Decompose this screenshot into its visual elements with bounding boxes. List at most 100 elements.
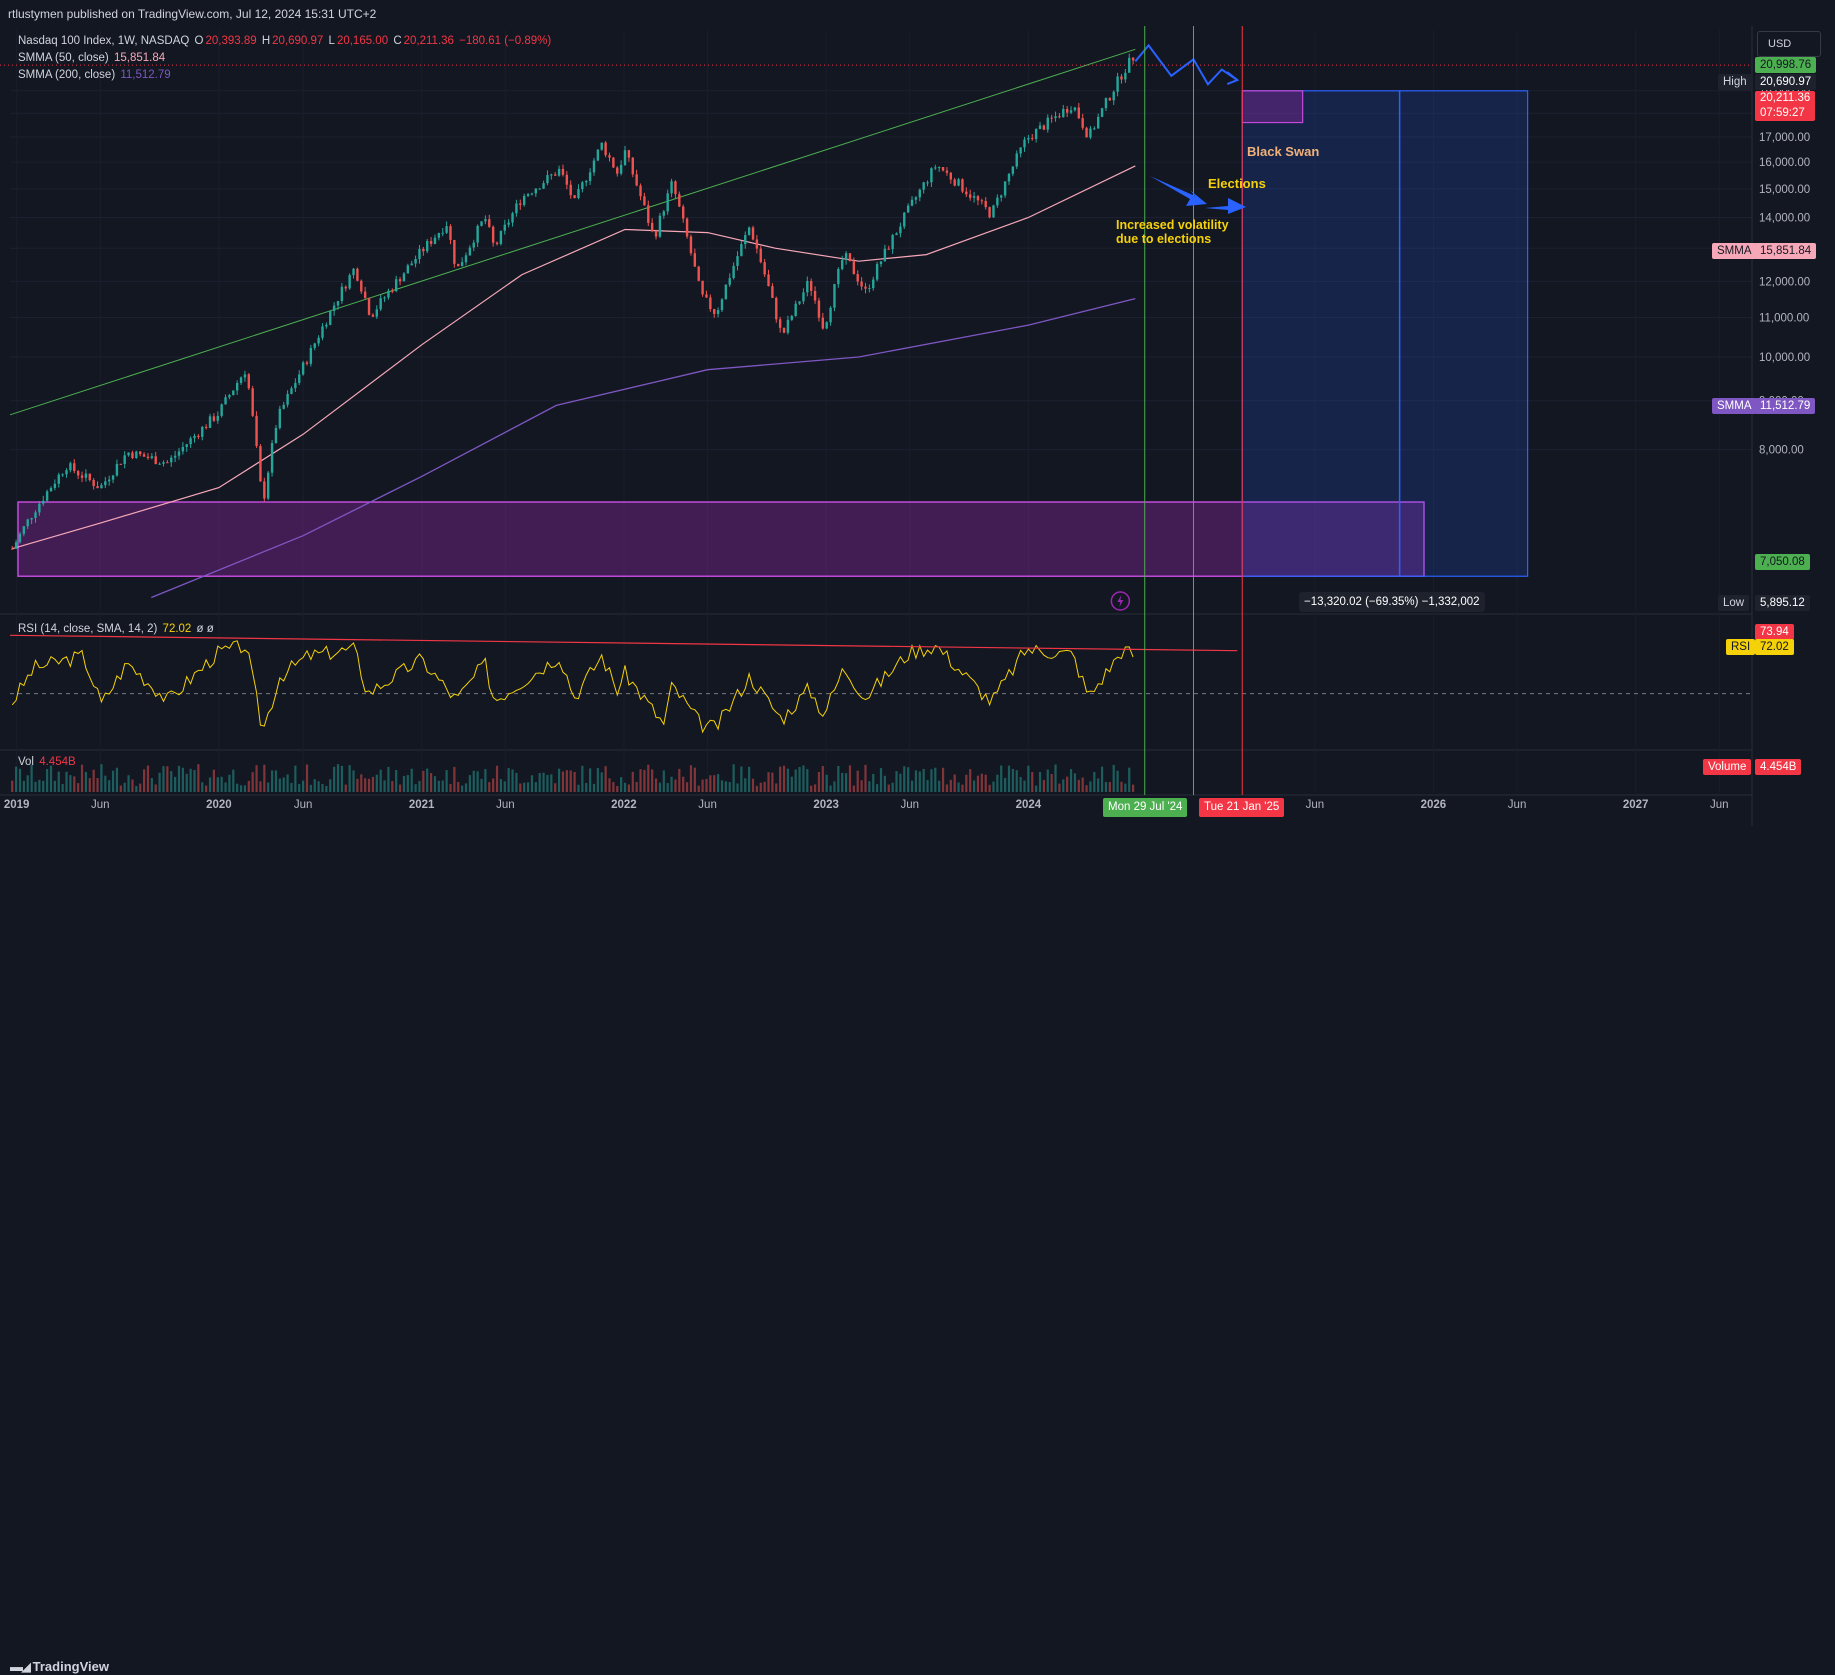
rsi-level-badge: 73.94 [1755,624,1794,640]
candle-body [724,284,728,300]
volume-bar [247,780,250,792]
candle-body [503,224,506,231]
candle-body [976,196,980,201]
candle-body [751,227,755,240]
volume-bar [534,782,537,792]
tradingview-logo: ▬◢ TradingView [10,1659,109,1675]
tradingview-logo-icon: ▬◢ [10,1659,31,1674]
candle-body [515,203,518,214]
candle-body [623,150,627,165]
rsi-legend[interactable]: RSI (14, close, SMA, 14, 2) 72.02 ø ø [18,623,216,635]
volume-bar [996,774,999,792]
volume-bar [1046,769,1049,792]
candle-body [80,475,84,478]
candle-body [806,280,809,293]
ohlc-l-value: 20,165.00 [336,35,389,47]
volume-bar [1035,785,1038,792]
volume-bar [333,766,336,792]
currency-button[interactable]: USD [1757,31,1821,57]
candle-body [177,451,181,456]
volume-legend[interactable]: Vol 4.454B [18,756,78,768]
volume-bar [429,773,433,792]
symbol-name[interactable]: Nasdaq 100 Index, 1W, NASDAQ [18,35,190,47]
x-tick-label: Jun [1710,799,1729,811]
volume-bar [1011,768,1014,792]
volume-bar [174,776,177,792]
candle-body [11,548,14,550]
volume-bar [569,770,572,792]
candle-body [798,301,801,304]
volume-bar [674,779,677,792]
volume-bar [918,771,921,792]
smma200-price: 11,512.79 [1755,398,1816,414]
forecast-path [1134,43,1240,86]
volume-bar [654,778,658,792]
candle-body [433,237,437,244]
candle-body [1000,195,1003,198]
candle-body [119,463,123,465]
smma50-legend[interactable]: SMMA (50, close) 15,851.84 [18,52,167,64]
candle-body [1046,117,1049,130]
chart-canvas[interactable]: 60.0040.00 19,000.0018,000.0017,000.0016… [0,0,1835,857]
candle-body [45,491,49,501]
volume-bar [14,766,18,792]
volume-bar [1058,783,1061,792]
volume-bar [573,771,576,792]
volume-bar [678,768,681,792]
candle-body [1019,147,1022,154]
y-tick-label: 8,000.00 [1759,445,1804,457]
candle-body [76,471,80,476]
rsi-value: 72.02 [162,623,192,635]
price-change: −180.61 (−0.89%) [459,35,552,47]
volume-bar [841,772,844,792]
y-tick-label: 15,000.00 [1759,184,1810,196]
volume-bar [709,775,712,792]
volume-bar [495,765,499,792]
volume-bar [844,773,848,792]
volume-bar [379,769,382,792]
volume-bar [1120,781,1123,792]
candle-body [449,226,452,240]
black-swan-label: Black Swan [1247,144,1319,159]
volume-bar [309,784,312,792]
candle-body [926,182,929,184]
candle-body [879,261,883,265]
volume-pane [11,764,1135,792]
volume-bar [336,764,340,792]
volume-bar [965,774,968,792]
trendline [9,48,1136,416]
volume-bar [391,781,394,792]
volume-bar [185,773,188,792]
candle-body [825,322,828,329]
candle-body [534,188,538,194]
volume-bar [647,764,650,792]
candle-body [317,337,320,344]
candle-body [166,462,169,464]
candle-body [713,309,716,314]
candle-body [197,435,200,437]
volume-bar [305,764,309,792]
candle-body [654,231,658,237]
volume-bar [872,773,875,792]
volume-bar [519,783,522,792]
candle-body [150,456,154,459]
rsi-resistance-line [9,634,1238,652]
volume-bar [468,775,471,792]
candle-body [937,167,941,169]
volume-bar [530,775,534,792]
candle-body [1050,117,1053,119]
last-price-value: 20,211.36 [1760,92,1811,104]
volume-bar [627,784,630,792]
candle-body [332,305,336,311]
volume-bar [635,781,638,792]
axes: 19,000.0018,000.0017,000.0016,000.0015,0… [4,26,1835,826]
volume-bar [278,778,281,792]
candle-body [771,286,774,298]
volume-bar [158,772,161,792]
volume-bar [259,781,262,792]
candle-body [685,218,689,237]
volume-bar [290,782,293,792]
volume-bar [689,765,693,792]
smma200-legend[interactable]: SMMA (200, close) 11,512.79 [18,69,173,81]
volume-bar [499,779,503,792]
